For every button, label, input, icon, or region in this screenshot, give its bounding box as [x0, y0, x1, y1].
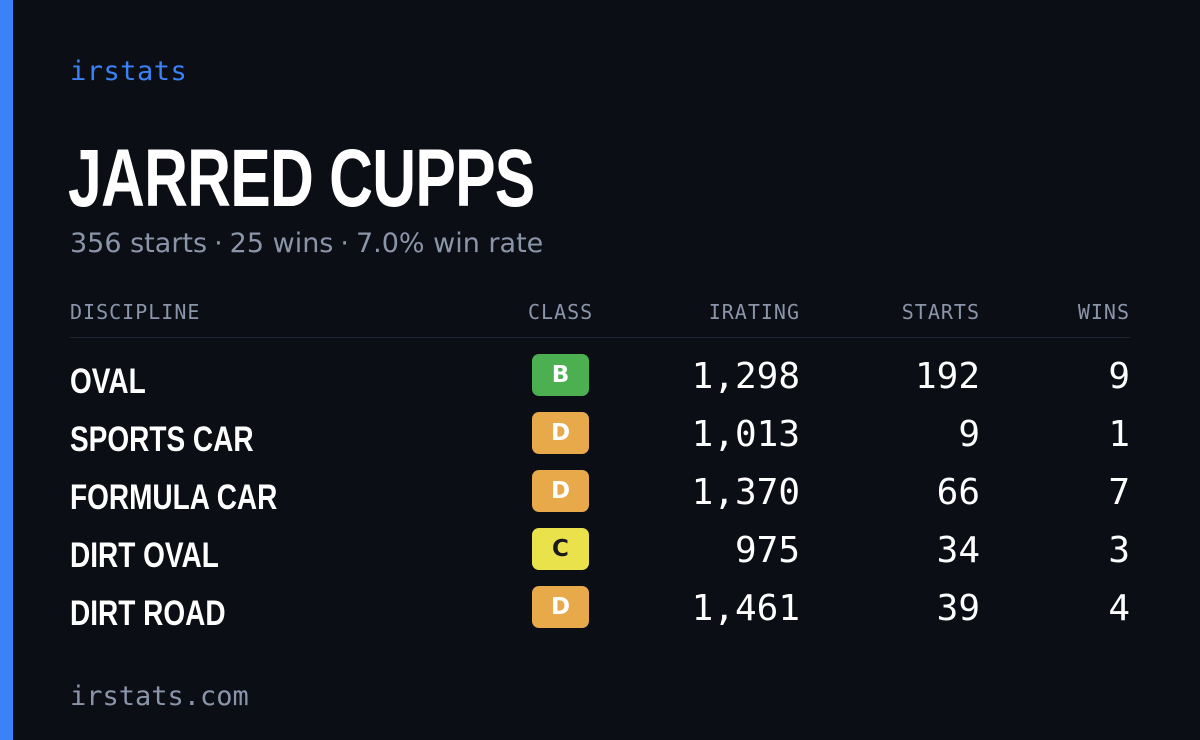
license-class-badge: D [532, 412, 589, 454]
discipline-name: DIRT ROAD [70, 594, 226, 633]
table-row: DIRT ROAD D 1,461 39 4 [0, 586, 1200, 644]
wins-value: 7 [1108, 472, 1130, 513]
starts-value: 34 [936, 530, 980, 571]
footer-url: irstats.com [70, 681, 249, 712]
license-class-badge: D [532, 470, 589, 512]
winrate-summary: 7.0% win rate [355, 228, 544, 259]
license-class-badge: D [532, 586, 589, 628]
starts-value: 66 [936, 472, 980, 513]
wins-value: 3 [1108, 530, 1130, 571]
separator-dot: · [214, 228, 223, 259]
accent-bar [0, 0, 13, 740]
license-class-badge: B [532, 354, 589, 396]
wins-value: 9 [1108, 356, 1130, 397]
table-row: OVAL B 1,298 192 9 [0, 354, 1200, 412]
separator-dot: · [340, 228, 349, 259]
discipline-name: SPORTS CAR [70, 420, 254, 459]
table-row: DIRT OVAL C 975 34 3 [0, 528, 1200, 586]
irating-value: 975 [734, 530, 800, 571]
wins-value: 1 [1108, 414, 1130, 455]
discipline-name: DIRT OVAL [70, 536, 219, 575]
player-name: JARRED CUPPS [68, 133, 535, 224]
starts-value: 39 [936, 588, 980, 629]
starts-summary: 356 starts [70, 228, 208, 259]
starts-value: 9 [958, 414, 980, 455]
column-header-discipline: DISCIPLINE [70, 300, 201, 324]
irating-value: 1,298 [691, 356, 800, 397]
license-class-badge: C [532, 528, 589, 570]
player-summary: 356 starts · 25 wins · 7.0% win rate [70, 228, 543, 259]
discipline-name: OVAL [70, 362, 146, 401]
discipline-name: FORMULA CAR [70, 478, 278, 517]
irating-value: 1,461 [691, 588, 800, 629]
header-divider [70, 337, 1130, 338]
column-header-starts: STARTS [901, 300, 980, 324]
column-header-irating: IRATING [708, 300, 800, 324]
wins-value: 4 [1108, 588, 1130, 629]
brand-logo-text: irstats [70, 56, 188, 87]
starts-value: 192 [914, 356, 980, 397]
table-row: FORMULA CAR D 1,370 66 7 [0, 470, 1200, 528]
column-header-wins: WINS [1077, 300, 1130, 324]
table-row: SPORTS CAR D 1,013 9 1 [0, 412, 1200, 470]
irating-value: 1,013 [691, 414, 800, 455]
irating-value: 1,370 [691, 472, 800, 513]
wins-summary: 25 wins [229, 228, 334, 259]
column-header-class: CLASS [528, 300, 594, 324]
